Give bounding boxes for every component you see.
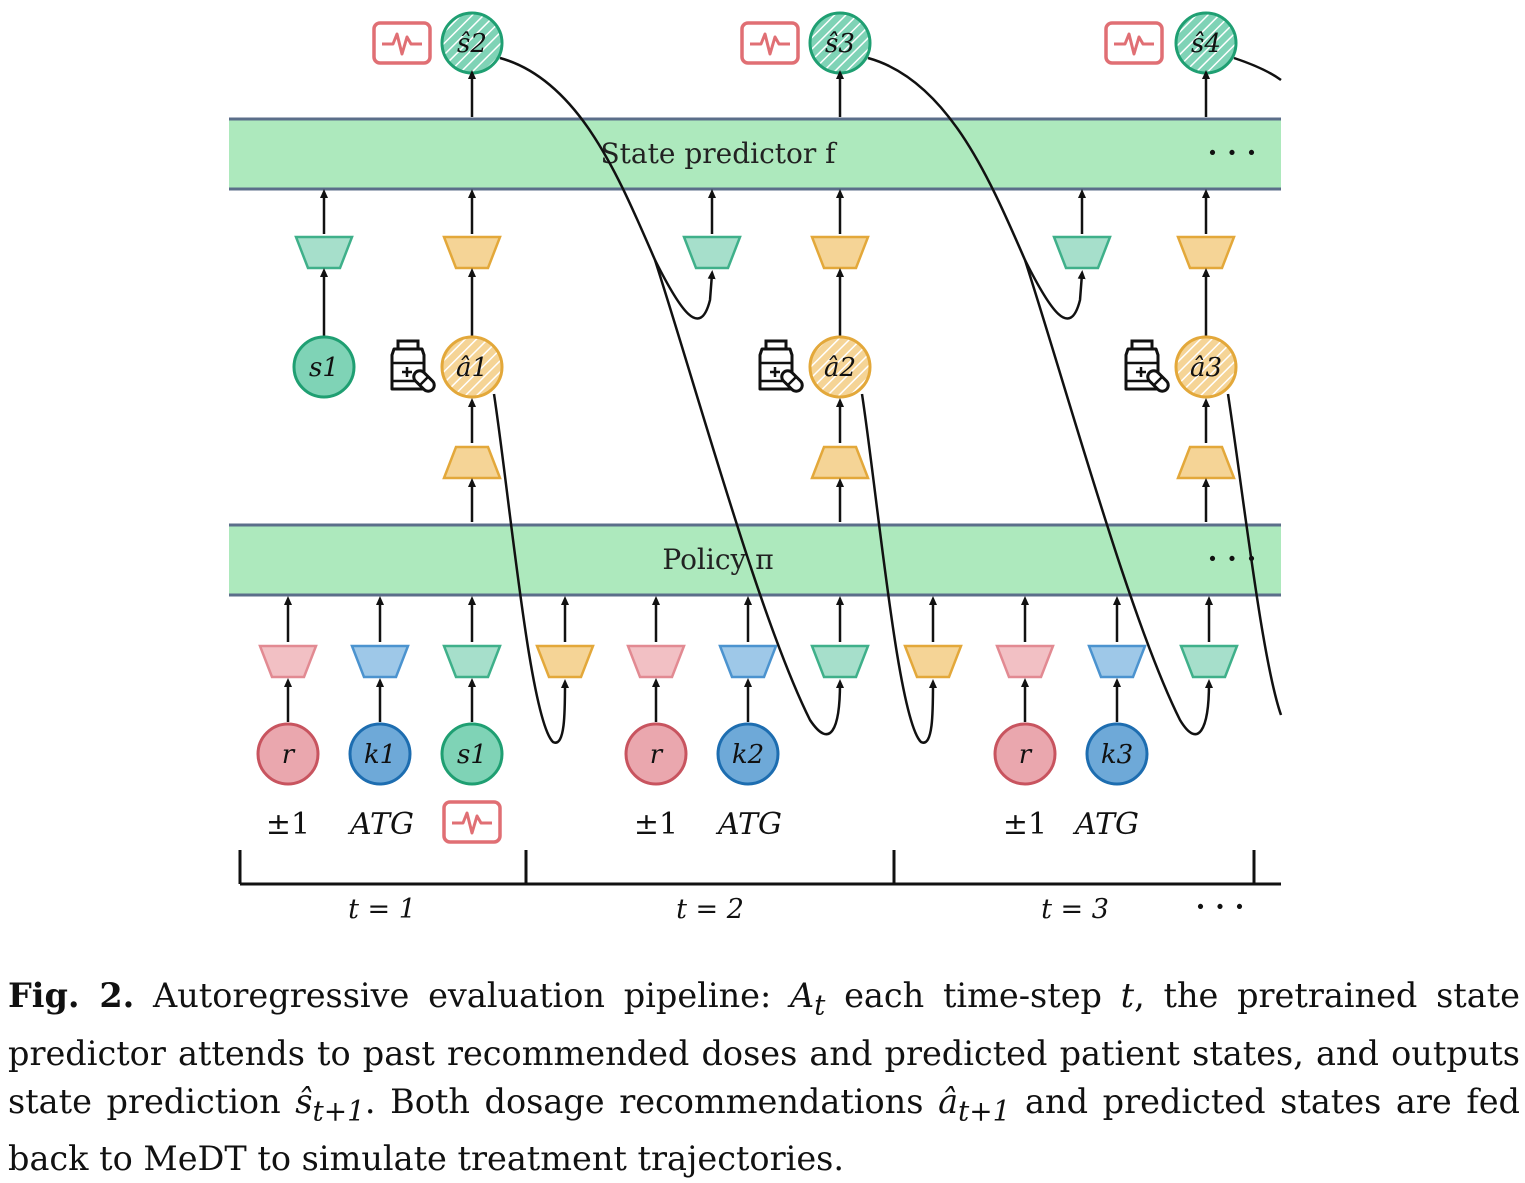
action-decoder xyxy=(812,447,868,478)
reward-embedding xyxy=(260,646,316,677)
reward-embedding xyxy=(997,646,1053,677)
caption-var: A xyxy=(790,976,814,1015)
input-labels: ±1 ATG ±1 ATG ±1 ATG xyxy=(266,802,1139,842)
state-embedding xyxy=(1054,237,1110,268)
knowledge-node-label: k3 xyxy=(1101,740,1133,770)
reward-value-label: ±1 xyxy=(266,807,310,842)
caption-text: Autoregressive evaluation pipeline: xyxy=(153,976,790,1015)
action-group-1: â1 xyxy=(392,337,502,522)
caption-var: ŝ xyxy=(295,1082,312,1121)
state-predictor-band: State predictor f · · · xyxy=(229,119,1281,189)
state-predictor-label: State predictor f xyxy=(600,137,838,170)
vital-signs-icon xyxy=(1106,23,1162,63)
action-embedding xyxy=(537,646,593,677)
predicted-state-label: ŝ4 xyxy=(1191,29,1221,59)
action-embedding xyxy=(905,646,961,677)
reward-value-label: ±1 xyxy=(1003,807,1047,842)
input-nodes-t1: r k1 s1 xyxy=(258,724,502,784)
medication-icon xyxy=(760,341,805,394)
predicted-state-group-2: ŝ3 xyxy=(742,13,870,117)
vital-signs-icon xyxy=(444,802,500,842)
reward-value-label: ±1 xyxy=(634,807,678,842)
caption-var-sub: t xyxy=(814,989,825,1022)
state-node-label: s1 xyxy=(457,740,487,770)
caption-text: . Both dosage recommendations xyxy=(365,1082,938,1121)
knowledge-embedding xyxy=(720,646,776,677)
action-embedding xyxy=(812,237,868,268)
action-node-label: â2 xyxy=(824,353,856,383)
state-embedding xyxy=(812,646,868,677)
predicted-state-label: ŝ3 xyxy=(825,29,855,59)
state-embedding xyxy=(1181,646,1237,677)
reward-node-label: r xyxy=(650,740,664,770)
state-embedding xyxy=(296,237,352,268)
action-node-label: â1 xyxy=(456,353,488,383)
medication-icon xyxy=(392,341,437,394)
action-decoder xyxy=(1178,447,1234,478)
predicted-state-group-1: ŝ2 xyxy=(374,13,502,117)
knowledge-embedding xyxy=(352,646,408,677)
figure-label: Fig. 2. xyxy=(8,976,134,1015)
timeline: t = 1 t = 2 t = 3 · · · xyxy=(240,850,1281,925)
upper-encoders xyxy=(296,193,1234,336)
state-node-s1-top: s1 xyxy=(294,337,354,397)
action-group-3: â3 xyxy=(1126,337,1236,522)
figure-caption: Fig. 2. Autoregressive evaluation pipeli… xyxy=(8,972,1520,1183)
knowledge-node-label: k2 xyxy=(732,740,764,770)
action-embedding xyxy=(1178,237,1234,268)
timestep-label: t = 3 xyxy=(1041,894,1109,925)
timestep-label: t = 2 xyxy=(676,894,744,925)
reward-node-label: r xyxy=(1019,740,1033,770)
predicted-state-label: ŝ2 xyxy=(457,29,487,59)
input-nodes-t2: r k2 xyxy=(626,724,778,784)
lower-encoders xyxy=(260,600,1237,722)
policy-band: Policy π · · · xyxy=(229,525,1281,595)
action-embedding xyxy=(444,237,500,268)
policy-label: Policy π xyxy=(662,543,773,576)
timestep-ellipsis: · · · xyxy=(1196,890,1245,923)
caption-var: â xyxy=(938,1082,958,1121)
reward-node-label: r xyxy=(282,740,296,770)
caption-var-sub: t+1 xyxy=(312,1094,364,1127)
action-decoder xyxy=(444,447,500,478)
state-predictor-ellipsis: · · · xyxy=(1208,136,1257,169)
predicted-state-group-3: ŝ4 xyxy=(1106,13,1236,117)
knowledge-value-label: ATG xyxy=(715,807,782,842)
timestep-label: t = 1 xyxy=(348,894,416,925)
knowledge-value-label: ATG xyxy=(1072,807,1139,842)
caption-var: t xyxy=(1121,976,1134,1015)
caption-text: each time-step xyxy=(825,976,1120,1015)
knowledge-value-label: ATG xyxy=(347,807,414,842)
input-nodes-t3: r k3 xyxy=(995,724,1147,784)
vital-signs-icon xyxy=(742,23,798,63)
vital-signs-icon xyxy=(374,23,430,63)
action-node-label: â3 xyxy=(1190,353,1222,383)
pipeline-diagram: State predictor f · · · Policy π · · · ŝ… xyxy=(0,0,1525,960)
state-embedding xyxy=(684,237,740,268)
action-group-2: â2 xyxy=(760,337,870,522)
medication-icon xyxy=(1126,341,1171,394)
state-embedding xyxy=(444,646,500,677)
reward-embedding xyxy=(628,646,684,677)
state-node-label: s1 xyxy=(309,353,339,383)
knowledge-node-label: k1 xyxy=(364,740,396,770)
knowledge-embedding xyxy=(1089,646,1145,677)
caption-var-sub: t+1 xyxy=(958,1094,1010,1127)
